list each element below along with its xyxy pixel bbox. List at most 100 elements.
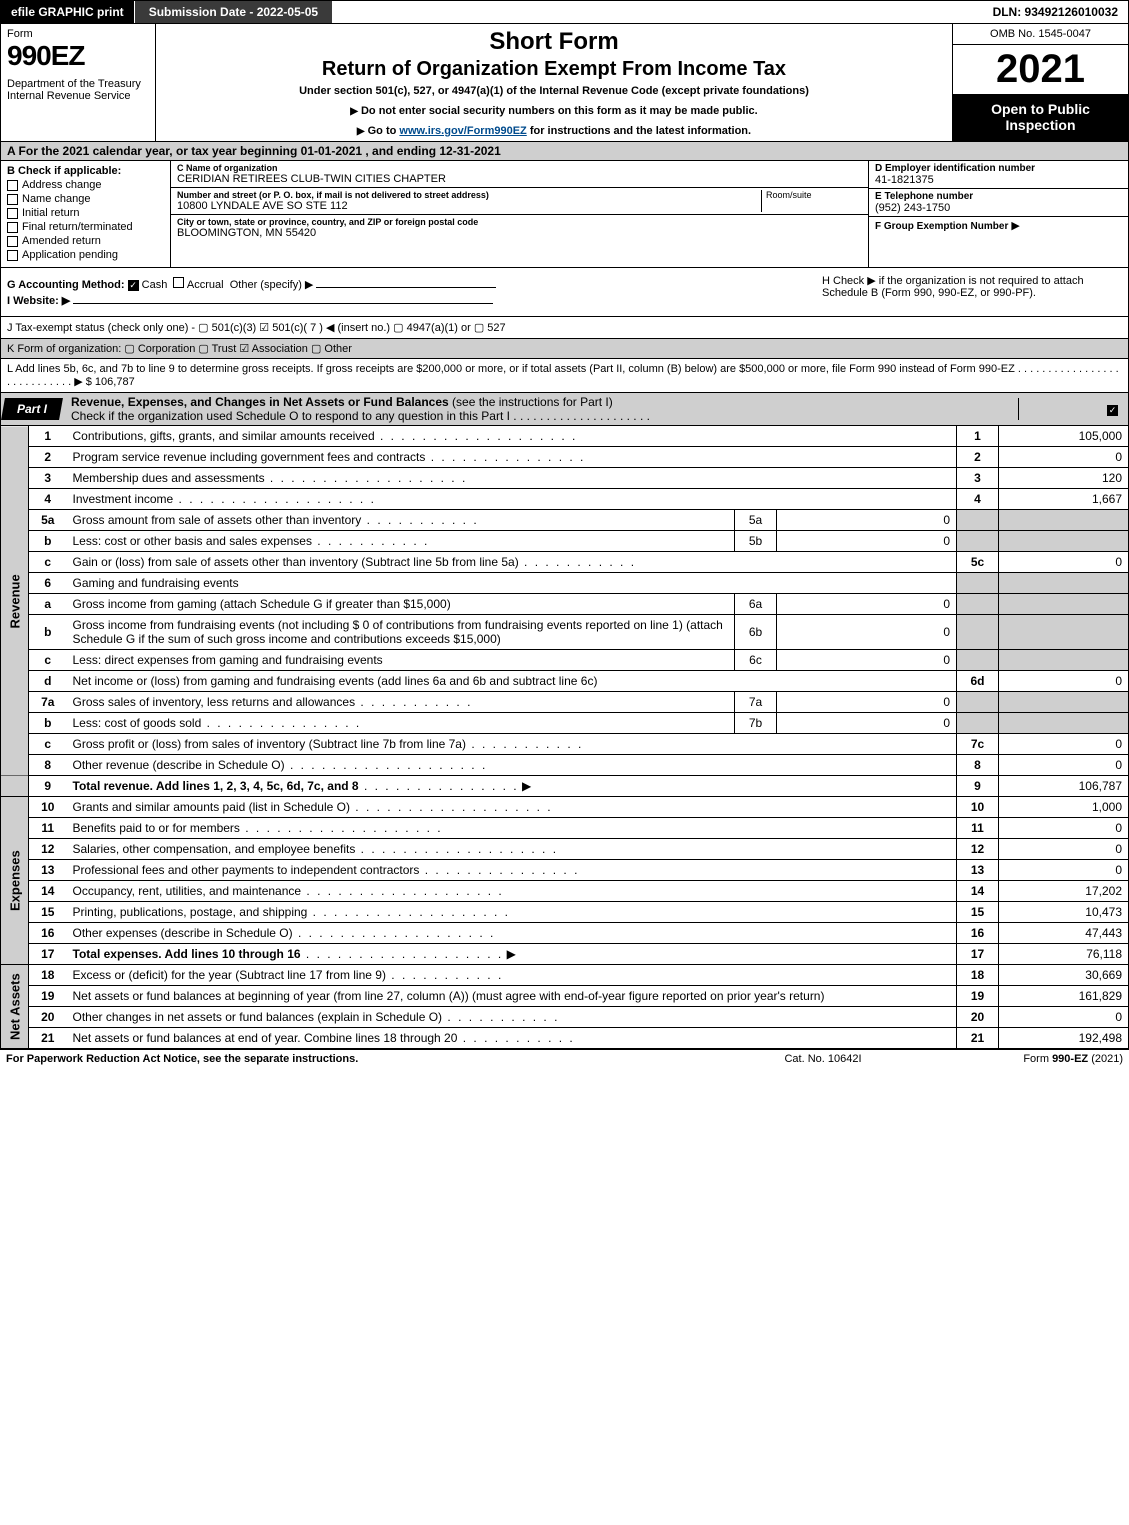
result-val-grey [999, 615, 1129, 650]
checkbox-amended-return[interactable] [7, 236, 18, 247]
inner-num: 6a [735, 594, 777, 615]
row-num: c [29, 552, 67, 573]
efile-print-button[interactable]: efile GRAPHIC print [1, 1, 135, 23]
row-desc: Less: cost of goods sold [67, 713, 735, 734]
result-num: 6d [957, 671, 999, 692]
irs-link[interactable]: www.irs.gov/Form990EZ [399, 125, 526, 137]
result-num-grey [957, 713, 999, 734]
row-desc: Gross sales of inventory, less returns a… [67, 692, 735, 713]
result-val: 0 [999, 860, 1129, 881]
checkbox-name-change[interactable] [7, 194, 18, 205]
result-num: 7c [957, 734, 999, 755]
website-input[interactable] [73, 303, 493, 304]
result-val: 192,498 [999, 1028, 1129, 1049]
row-num: d [29, 671, 67, 692]
g-cash: Cash [142, 279, 168, 291]
footer-right: Form 990-EZ (2021) [923, 1053, 1123, 1065]
side-net-assets: Net Assets [1, 965, 29, 1049]
row-desc: Gain or (loss) from sale of assets other… [67, 552, 957, 573]
result-val: 120 [999, 468, 1129, 489]
column-c: C Name of organization CERIDIAN RETIREES… [171, 161, 868, 267]
row-num: 1 [29, 426, 67, 447]
result-val: 0 [999, 755, 1129, 776]
department-label: Department of the Treasury Internal Reve… [7, 78, 149, 102]
result-val: 105,000 [999, 426, 1129, 447]
row-desc: Benefits paid to or for members [67, 818, 957, 839]
result-val: 0 [999, 447, 1129, 468]
inner-num: 6b [735, 615, 777, 650]
result-val: 0 [999, 734, 1129, 755]
row-num: b [29, 615, 67, 650]
row-desc: Program service revenue including govern… [67, 447, 957, 468]
result-num: 3 [957, 468, 999, 489]
row-desc: Grants and similar amounts paid (list in… [67, 797, 957, 818]
result-num-grey [957, 650, 999, 671]
line-l: L Add lines 5b, 6c, and 7b to line 9 to … [0, 359, 1129, 393]
checkbox-initial-return[interactable] [7, 208, 18, 219]
org-street: 10800 LYNDALE AVE SO STE 112 [177, 200, 757, 212]
row-desc: Contributions, gifts, grants, and simila… [67, 426, 957, 447]
inner-val: 0 [777, 531, 957, 552]
c-name-label: C Name of organization [177, 163, 862, 173]
result-val-grey [999, 510, 1129, 531]
org-name: CERIDIAN RETIREES CLUB-TWIN CITIES CHAPT… [177, 173, 862, 185]
inner-val: 0 [777, 510, 957, 531]
row-num: 14 [29, 881, 67, 902]
g-other-input[interactable] [316, 287, 496, 288]
inner-val: 0 [777, 594, 957, 615]
result-val: 10,473 [999, 902, 1129, 923]
checkbox-final-return[interactable] [7, 222, 18, 233]
result-num: 13 [957, 860, 999, 881]
row-num: 9 [29, 776, 67, 797]
row-num: 3 [29, 468, 67, 489]
result-val-grey [999, 531, 1129, 552]
opt-initial-return: Initial return [22, 207, 79, 219]
side-blank [1, 776, 29, 797]
go-to-text: Go to [368, 125, 400, 137]
h-text: H Check ▶ if the organization is not req… [822, 275, 1084, 299]
result-val: 76,118 [999, 944, 1129, 965]
row-desc: Professional fees and other payments to … [67, 860, 957, 881]
checkbox-application-pending[interactable] [7, 250, 18, 261]
form-subtitle: Under section 501(c), 527, or 4947(a)(1)… [164, 85, 944, 97]
checkbox-cash[interactable] [128, 280, 139, 291]
column-b: B Check if applicable: Address change Na… [1, 161, 171, 267]
checkbox-part1-schedule-o[interactable] [1107, 405, 1118, 416]
row-num: a [29, 594, 67, 615]
result-num: 8 [957, 755, 999, 776]
section-ghi: G Accounting Method: Cash Accrual Other … [0, 268, 1129, 317]
result-num: 17 [957, 944, 999, 965]
row-desc: Gross amount from sale of assets other t… [67, 510, 735, 531]
part-1-sub: Check if the organization used Schedule … [71, 409, 650, 423]
checkbox-address-change[interactable] [7, 180, 18, 191]
row-num: 21 [29, 1028, 67, 1049]
inner-num: 5a [735, 510, 777, 531]
result-val: 47,443 [999, 923, 1129, 944]
result-num-grey [957, 531, 999, 552]
row-num: 10 [29, 797, 67, 818]
open-to-public: Open to Public Inspection [953, 95, 1128, 141]
result-val: 0 [999, 1007, 1129, 1028]
submission-date: Submission Date - 2022-05-05 [135, 1, 332, 23]
result-val-grey [999, 650, 1129, 671]
phone-value: (952) 243-1750 [875, 202, 1122, 214]
f-group-label: F Group Exemption Number [875, 221, 1008, 232]
row-desc: Gross income from gaming (attach Schedul… [67, 594, 735, 615]
result-val: 30,669 [999, 965, 1129, 986]
row-num: 17 [29, 944, 67, 965]
form-title-main: Return of Organization Exempt From Incom… [164, 58, 944, 81]
checkbox-accrual[interactable] [173, 277, 184, 288]
result-val-grey [999, 573, 1129, 594]
row-num: 18 [29, 965, 67, 986]
row-num: 4 [29, 489, 67, 510]
row-desc: Investment income [67, 489, 957, 510]
form-number: 990EZ [7, 40, 149, 72]
room-suite-label: Room/suite [762, 190, 862, 212]
e-phone-label: E Telephone number [875, 191, 1122, 202]
i-label: I Website: ▶ [7, 295, 70, 307]
result-val: 106,787 [999, 776, 1129, 797]
row-num: b [29, 713, 67, 734]
row-num: 15 [29, 902, 67, 923]
result-num: 10 [957, 797, 999, 818]
dln-number: DLN: 93492126010032 [983, 1, 1128, 23]
